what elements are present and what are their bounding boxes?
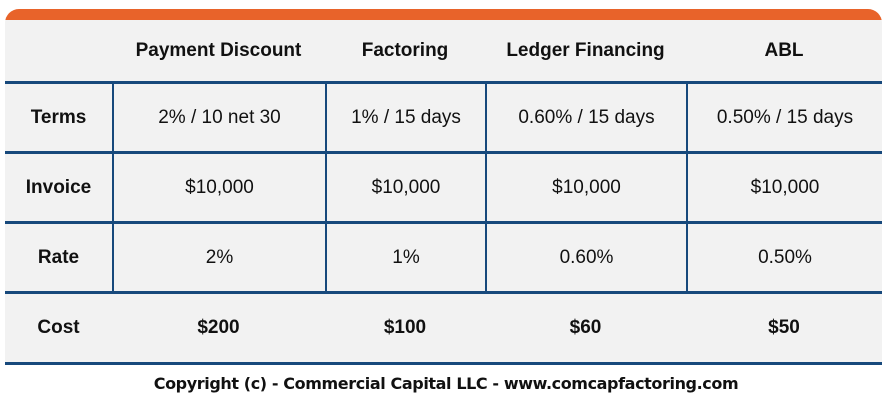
table-cell: $10,000 — [112, 154, 325, 221]
header-cell: Factoring — [361, 40, 449, 61]
divider — [5, 362, 882, 365]
table-cell: 2% — [112, 224, 325, 291]
header-row: Payment Discount Factoring Ledger Financ… — [5, 20, 882, 82]
table-row: Rate 2% 1% 0.60% 0.50% — [5, 224, 882, 291]
row-label: Cost — [37, 317, 80, 338]
header-cell: Ledger Financing — [506, 40, 665, 61]
comparison-table: Payment Discount Factoring Ledger Financ… — [5, 9, 882, 365]
divider — [5, 291, 882, 294]
table-cell: 1% / 15 days — [325, 84, 485, 151]
table-cell: $50 — [768, 317, 800, 338]
header-cell: Payment Discount — [135, 40, 302, 61]
accent-bar — [5, 9, 882, 20]
table-cell: $10,000 — [485, 154, 686, 221]
table-row: Invoice $10,000 $10,000 $10,000 $10,000 — [5, 154, 882, 221]
table-cell: $10,000 — [325, 154, 485, 221]
table-cell: 0.50% — [686, 224, 882, 291]
divider — [5, 81, 882, 84]
header-cell — [5, 20, 112, 82]
table-cell: 2% / 10 net 30 — [112, 84, 325, 151]
divider — [5, 151, 882, 154]
table-cell: $60 — [569, 317, 602, 338]
table-row: Terms 2% / 10 net 30 1% / 15 days 0.60% … — [5, 84, 882, 151]
row-label: Terms — [30, 106, 87, 128]
table-cell: 1% — [325, 224, 485, 291]
table-cell: 0.50% / 15 days — [686, 84, 882, 151]
table-cell: $100 — [383, 317, 427, 338]
header-cell: ABL — [764, 40, 804, 61]
row-label: Invoice — [25, 176, 92, 198]
table-row-cost: Cost $200 $100 $60 $50 — [5, 294, 882, 362]
row-label: Rate — [37, 246, 80, 268]
copyright-footer: Copyright (c) - Commercial Capital LLC -… — [153, 374, 739, 393]
table-cell: $10,000 — [686, 154, 882, 221]
table-cell: 0.60% — [485, 224, 686, 291]
table-cell: $200 — [197, 317, 240, 338]
table-cell: 0.60% / 15 days — [485, 84, 686, 151]
divider — [5, 221, 882, 224]
